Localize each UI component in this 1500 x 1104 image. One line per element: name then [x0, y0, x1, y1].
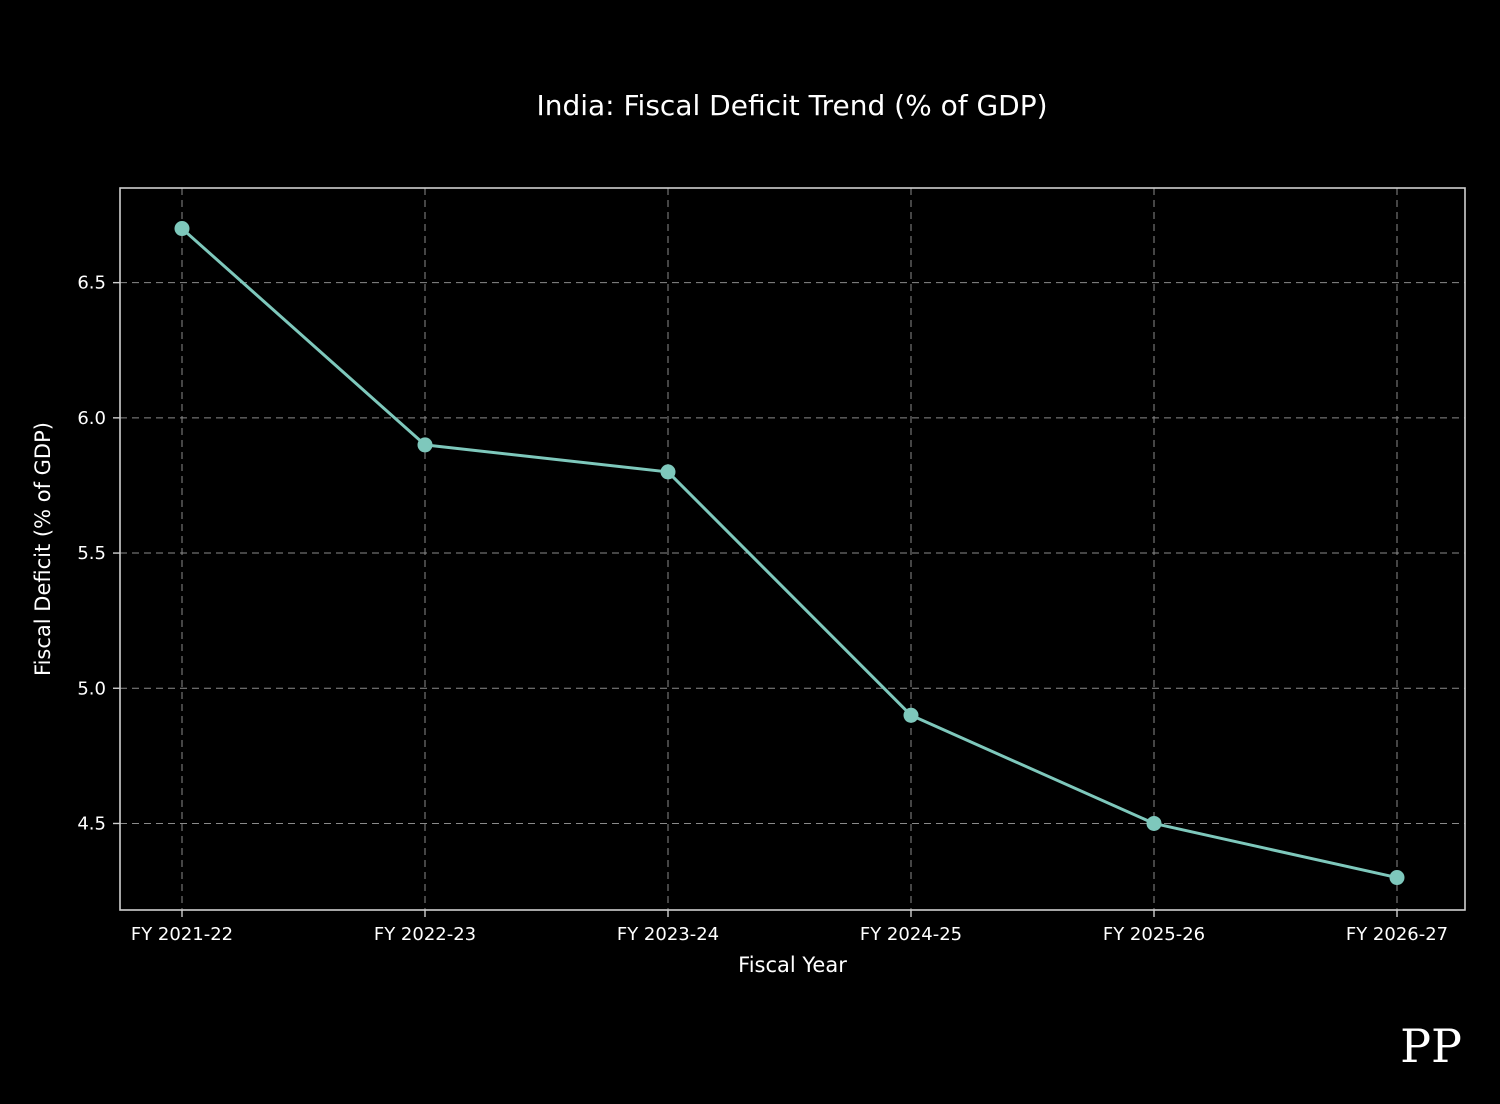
gridlines — [120, 188, 1465, 910]
data-point-marker — [1389, 870, 1405, 886]
y-tick-label: 5.5 — [77, 543, 106, 564]
x-tick-label: FY 2023-24 — [617, 924, 719, 945]
data-point-marker — [903, 707, 919, 723]
x-axis-label: Fiscal Year — [738, 953, 847, 977]
fiscal-deficit-series-line — [180, 227, 1399, 880]
x-tick-label: FY 2022-23 — [374, 924, 476, 945]
watermark-logo: PP — [1400, 1019, 1462, 1073]
x-tick-label: FY 2024-25 — [860, 924, 962, 945]
y-tick-label: 6.5 — [77, 273, 106, 294]
x-tick-label: FY 2025-26 — [1103, 924, 1205, 945]
data-point-marker — [660, 464, 676, 480]
data-point-markers — [174, 221, 1405, 886]
data-point-marker — [417, 437, 433, 453]
plot-border — [119, 187, 1466, 911]
y-tick-label: 4.5 — [77, 813, 106, 834]
y-tick-labels: 4.5 5.0 5.5 6.0 6.5 — [77, 273, 106, 835]
x-tick-labels: FY 2021-22 FY 2022-23 FY 2023-24 FY 2024-25… — [131, 924, 1448, 945]
x-tick-label: FY 2026-27 — [1346, 924, 1448, 945]
data-point-marker — [174, 221, 190, 237]
y-axis-label: Fiscal Deficit (% of GDP) — [31, 422, 55, 676]
data-point-marker — [1146, 815, 1162, 831]
chart-title: India: Fiscal Deficit Trend (% of GDP) — [536, 89, 1047, 122]
axis-tick-marks — [113, 281, 1398, 917]
y-tick-label: 6.0 — [77, 408, 106, 429]
y-tick-label: 5.0 — [77, 678, 106, 699]
x-tick-label: FY 2021-22 — [131, 924, 233, 945]
